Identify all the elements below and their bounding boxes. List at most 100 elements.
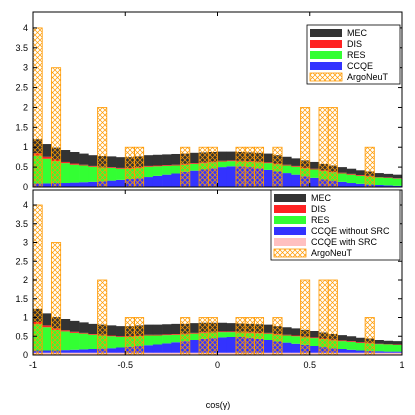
bar-ccqe-1 xyxy=(42,183,52,187)
bar-mec-6 xyxy=(88,155,98,166)
y-tick-label-8: 4 xyxy=(23,200,28,210)
bar-argoneut-8 xyxy=(235,146,246,188)
bar-res-37 xyxy=(374,344,384,352)
bar-ccqe-without-src-30 xyxy=(309,346,320,353)
bar-mec-13 xyxy=(152,324,163,335)
bar-mec-39 xyxy=(392,174,403,179)
bar-res-13 xyxy=(152,166,163,176)
bar-dis-30 xyxy=(309,337,320,339)
bar-ccqe-without-src-21 xyxy=(226,337,237,353)
bar-ccqe-without-src-3 xyxy=(60,350,71,353)
y-tick-label-4: 2 xyxy=(23,275,28,285)
bar-mec-28 xyxy=(291,158,301,166)
bar-ccqe-without-src-13 xyxy=(152,344,163,353)
bar-mec-14 xyxy=(162,324,172,335)
bar-argoneut-12 xyxy=(300,279,311,356)
bar-dis-28 xyxy=(291,165,301,167)
legend-label-dis: DIS xyxy=(311,204,326,214)
bar-dis-20 xyxy=(217,160,228,162)
bar-dis-28 xyxy=(291,335,301,337)
bar-mec-35 xyxy=(355,337,366,343)
bar-dis-21 xyxy=(226,160,237,162)
bar-dis-20 xyxy=(217,331,228,333)
bar-mec-12 xyxy=(143,324,154,335)
bar-ccqe-with-src-15 xyxy=(171,352,181,355)
bar-ccqe-with-src-9 xyxy=(116,352,126,355)
legend-swatch-mec xyxy=(274,194,306,202)
bar-res-33 xyxy=(337,173,347,182)
bar-mec-8 xyxy=(106,325,117,336)
bar-ccqe-with-src-4 xyxy=(69,352,80,355)
bar-mec-12 xyxy=(143,155,154,166)
y-tick-label-7: 3.5 xyxy=(15,43,28,53)
bar-ccqe-12 xyxy=(143,177,154,187)
bar-mec-3 xyxy=(60,150,71,162)
bar-dis-6 xyxy=(88,165,98,167)
x-tick-label-4: 1 xyxy=(399,360,404,370)
bar-dis-34 xyxy=(346,341,357,342)
bar-dis-14 xyxy=(162,165,172,166)
bar-ccqe-15 xyxy=(171,173,181,187)
bar-ccqe-without-src-8 xyxy=(106,348,117,353)
bar-ccqe-without-src-6 xyxy=(88,349,98,353)
bar-mec-30 xyxy=(309,161,320,169)
bar-ccqe-without-src-39 xyxy=(392,351,403,353)
bar-res-38 xyxy=(383,344,394,352)
x-tick-label-1: -0.5 xyxy=(117,360,133,370)
bar-mec-17 xyxy=(189,152,200,164)
bar-mec-9 xyxy=(116,157,126,168)
bar-ccqe-without-src-4 xyxy=(69,349,80,353)
bar-dis-12 xyxy=(143,165,154,167)
bar-ccqe-without-src-17 xyxy=(189,340,200,353)
bar-ccqe-5 xyxy=(79,182,89,187)
legend-swatch-ccqe-without-src xyxy=(274,227,306,235)
bar-dis-27 xyxy=(282,164,292,166)
bar-ccqe-without-src-12 xyxy=(143,345,154,353)
bar-argoneut-6 xyxy=(198,146,209,188)
bar-res-12 xyxy=(143,335,154,346)
bar-dis-13 xyxy=(152,165,163,167)
bar-dis-8 xyxy=(106,335,117,337)
bar-ccqe-14 xyxy=(162,174,172,187)
bar-res-12 xyxy=(143,166,154,178)
bar-res-5 xyxy=(79,333,89,350)
bar-ccqe-35 xyxy=(355,183,366,187)
bar-ccqe-28 xyxy=(291,174,301,187)
bar-ccqe-without-src-33 xyxy=(337,349,347,353)
bar-ccqe-without-src-14 xyxy=(162,343,172,353)
y-tick-label-2: 1 xyxy=(23,313,28,323)
bar-ccqe-37 xyxy=(374,185,384,187)
bar-ccqe-with-src-28 xyxy=(291,352,301,355)
bar-argoneut-13 xyxy=(318,279,329,356)
legend-swatch-dis xyxy=(310,40,342,48)
bar-mec-14 xyxy=(162,154,172,166)
x-tick-label-3: 0.5 xyxy=(303,360,316,370)
bar-argoneut-13 xyxy=(318,107,329,188)
bar-res-33 xyxy=(337,341,347,349)
bar-ccqe-with-src-13 xyxy=(152,352,163,355)
bar-mec-25 xyxy=(263,324,274,333)
bar-ccqe-with-src-39 xyxy=(392,352,403,355)
bar-ccqe-with-src-34 xyxy=(346,352,357,355)
legend-swatch-argoneut xyxy=(273,248,307,258)
bar-mec-33 xyxy=(337,167,347,173)
bar-dis-17 xyxy=(189,163,200,164)
bar-ccqe-without-src-38 xyxy=(383,351,394,353)
bar-res-14 xyxy=(162,335,172,344)
legend-label-res: RES xyxy=(347,50,366,60)
bar-argoneut-1 xyxy=(51,67,62,188)
bar-res-34 xyxy=(346,174,357,184)
bar-ccqe-with-src-38 xyxy=(383,352,394,355)
bar-res-6 xyxy=(88,334,98,349)
bar-res-27 xyxy=(282,335,292,343)
bar-mec-4 xyxy=(69,152,80,164)
bar-ccqe-without-src-28 xyxy=(291,343,301,353)
y-tick-label-7: 3.5 xyxy=(15,219,28,229)
bar-argoneut-11 xyxy=(272,146,283,188)
bar-ccqe-with-src-35 xyxy=(355,352,366,355)
bar-ccqe-with-src-17 xyxy=(189,352,200,355)
bar-dis-30 xyxy=(309,168,320,170)
bar-res-35 xyxy=(355,175,366,184)
bar-mec-1 xyxy=(42,313,52,326)
bar-ccqe-without-src-9 xyxy=(116,347,126,353)
